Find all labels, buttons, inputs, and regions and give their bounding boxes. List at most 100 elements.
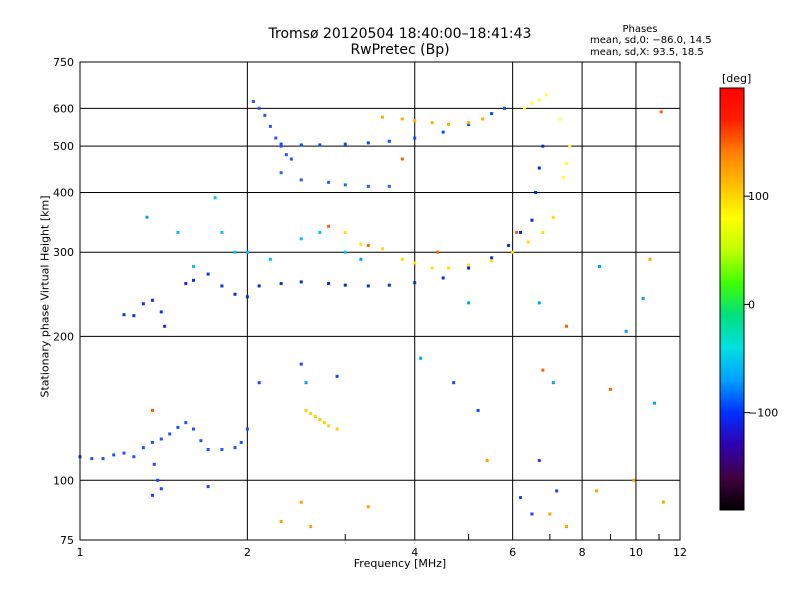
data-point bbox=[150, 440, 154, 444]
data-point bbox=[132, 314, 136, 318]
data-point bbox=[343, 183, 347, 187]
data-point bbox=[220, 230, 224, 234]
data-point bbox=[490, 259, 494, 263]
data-point bbox=[304, 381, 308, 385]
data-point bbox=[122, 451, 126, 455]
data-point bbox=[467, 301, 471, 305]
phases-line-x: mean, sd,X: 93.5, 18.5 bbox=[590, 47, 704, 58]
data-point bbox=[481, 117, 485, 121]
phases-heading: Phases bbox=[622, 24, 658, 35]
data-point bbox=[446, 266, 450, 270]
data-series bbox=[251, 100, 293, 161]
data-point bbox=[359, 242, 363, 246]
x-tick-label: 1 bbox=[77, 546, 84, 559]
y-tick-label: 200 bbox=[53, 330, 74, 343]
data-point bbox=[632, 478, 636, 482]
data-point bbox=[515, 230, 519, 234]
data-point bbox=[159, 487, 163, 491]
data-point bbox=[366, 284, 370, 288]
y-tick-label: 500 bbox=[53, 140, 74, 153]
data-point bbox=[245, 250, 249, 254]
data-point bbox=[335, 374, 339, 378]
chart-title: Tromsø 20120504 18:40:00–18:41:43 bbox=[268, 26, 532, 42]
data-point bbox=[299, 280, 303, 284]
data-point bbox=[299, 362, 303, 366]
data-point bbox=[565, 324, 569, 328]
data-point bbox=[452, 381, 456, 385]
data-point bbox=[327, 180, 331, 184]
data-point bbox=[284, 153, 288, 157]
data-point bbox=[268, 257, 272, 261]
data-point bbox=[387, 139, 391, 143]
data-point bbox=[206, 272, 210, 276]
data-point bbox=[299, 237, 303, 241]
data-series bbox=[380, 115, 485, 127]
data-point bbox=[322, 421, 326, 425]
data-point bbox=[530, 101, 534, 105]
data-point bbox=[220, 284, 224, 288]
data-point bbox=[299, 178, 303, 182]
data-series bbox=[522, 93, 572, 179]
data-point bbox=[485, 458, 489, 462]
data-point bbox=[413, 261, 417, 265]
phases-line-0: mean, sd,0: −86.0, 14.5 bbox=[590, 35, 712, 46]
data-point bbox=[150, 408, 154, 412]
data-point bbox=[544, 93, 548, 97]
data-point bbox=[661, 500, 665, 504]
data-point bbox=[279, 171, 283, 175]
data-point bbox=[309, 525, 313, 529]
data-point bbox=[206, 447, 210, 451]
data-point bbox=[90, 457, 94, 461]
data-series bbox=[279, 106, 506, 147]
data-point bbox=[279, 282, 283, 286]
data-point bbox=[257, 106, 261, 110]
y-tick-label: 300 bbox=[53, 246, 74, 259]
data-point bbox=[558, 117, 562, 121]
y-tick-label: 100 bbox=[53, 474, 74, 487]
data-point bbox=[446, 123, 450, 127]
data-point bbox=[413, 119, 417, 123]
y-tick-label: 400 bbox=[53, 186, 74, 199]
data-point bbox=[467, 266, 471, 270]
data-point bbox=[555, 489, 559, 493]
data-series bbox=[150, 362, 559, 516]
data-point bbox=[176, 425, 180, 429]
data-point bbox=[279, 519, 283, 523]
data-point bbox=[490, 256, 494, 260]
data-point bbox=[400, 257, 404, 261]
data-point bbox=[279, 144, 283, 148]
data-point bbox=[159, 437, 163, 441]
data-point bbox=[430, 121, 434, 125]
x-tick-label: 6 bbox=[509, 546, 516, 559]
data-point bbox=[490, 112, 494, 116]
data-point bbox=[366, 141, 370, 145]
chart-subtitle: RwPretec (Bp) bbox=[350, 42, 450, 58]
data-point bbox=[565, 525, 569, 529]
data-point bbox=[530, 218, 534, 222]
data-point bbox=[502, 106, 506, 110]
data-point bbox=[156, 478, 160, 482]
data-point bbox=[101, 457, 105, 461]
data-point bbox=[413, 136, 417, 140]
data-point bbox=[318, 143, 322, 147]
data-series bbox=[304, 408, 339, 431]
data-point bbox=[507, 243, 511, 247]
data-point bbox=[380, 115, 384, 119]
colorbar-tick-label: 0 bbox=[748, 298, 755, 311]
data-point bbox=[257, 381, 261, 385]
data-point bbox=[419, 356, 423, 360]
data-point bbox=[122, 313, 126, 317]
plot-frame bbox=[79, 61, 681, 541]
data-point bbox=[380, 247, 384, 251]
grid-layer bbox=[80, 62, 680, 540]
data-point bbox=[141, 302, 145, 306]
colorbar-tick-label: −100 bbox=[748, 407, 778, 420]
x-tick-label: 10 bbox=[629, 546, 643, 559]
data-point bbox=[327, 282, 331, 286]
data-point bbox=[541, 230, 545, 234]
data-point bbox=[537, 98, 541, 102]
colorbar-tick-layer: 100 0 −100 bbox=[744, 190, 778, 420]
colorbar bbox=[719, 87, 745, 511]
